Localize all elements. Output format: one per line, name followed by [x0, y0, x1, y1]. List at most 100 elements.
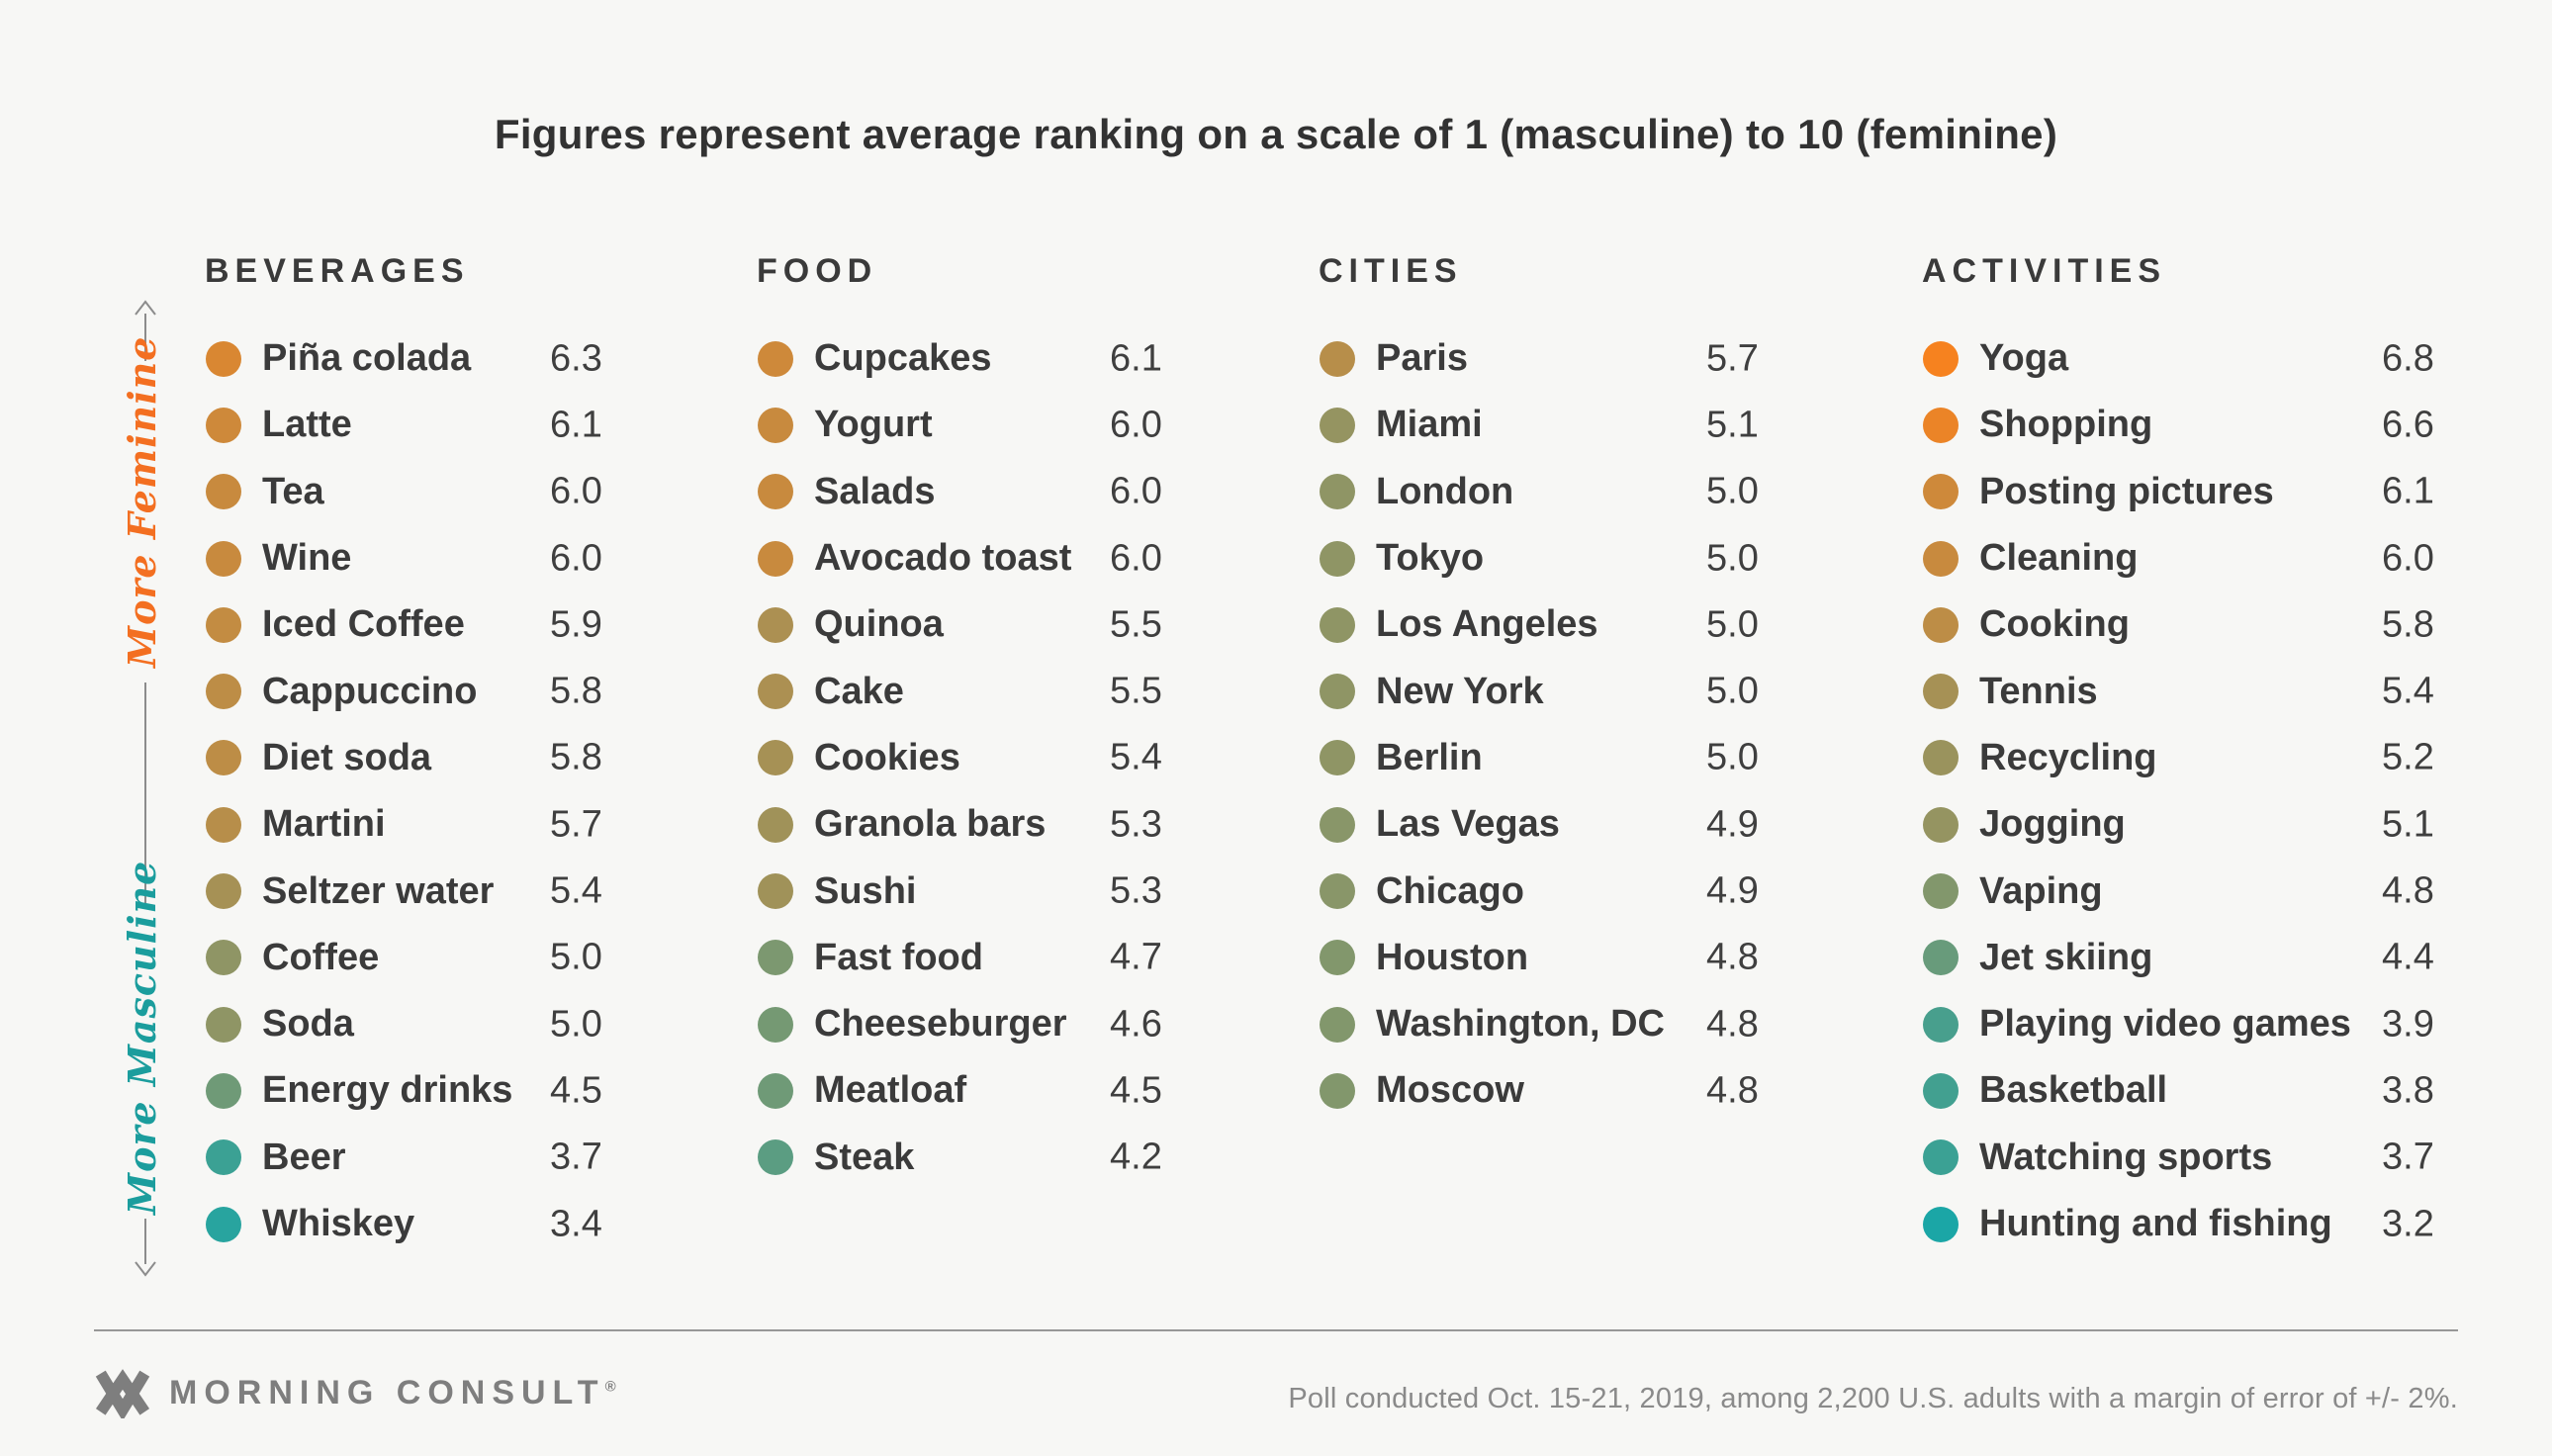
item-dot	[758, 674, 793, 710]
list-item: Granola bars 5.3	[757, 791, 1207, 858]
list-item: Tennis 5.4	[1922, 658, 2461, 724]
list-item: Cookies 5.4	[757, 725, 1207, 791]
item-label: Iced Coffee	[262, 603, 465, 646]
item-dot	[206, 407, 241, 443]
item-dot	[758, 340, 793, 377]
list-item: Cheeseburger 4.6	[757, 991, 1207, 1057]
item-value: 6.0	[2382, 537, 2434, 580]
list-item: Vaping 4.8	[1922, 858, 2461, 924]
activities-list: Yoga 6.8 Shopping 6.6 Posting pictures 6…	[1922, 325, 2461, 1257]
item-label: Cooking	[1979, 603, 2130, 646]
item-value: 5.8	[550, 736, 602, 778]
item-dot	[758, 606, 793, 643]
item-label: Basketball	[1979, 1069, 2168, 1112]
item-label: Beer	[262, 1136, 346, 1178]
item-dot	[1320, 940, 1355, 976]
item-value: 4.5	[550, 1069, 602, 1112]
list-item: Steak 4.2	[757, 1125, 1207, 1191]
list-item: Jogging 5.1	[1922, 791, 2461, 858]
item-label: Shopping	[1979, 404, 2153, 446]
item-dot	[206, 674, 241, 710]
list-item: Hunting and fishing 3.2	[1922, 1191, 2461, 1257]
item-value: 4.5	[1110, 1069, 1162, 1112]
item-label: Watching sports	[1979, 1136, 2273, 1178]
item-label: Cappuccino	[262, 670, 478, 712]
item-label: Granola bars	[814, 803, 1047, 846]
item-label: Martini	[262, 803, 386, 846]
item-value: 5.3	[1110, 803, 1162, 846]
item-value: 6.0	[550, 470, 602, 512]
item-dot	[1923, 1139, 1959, 1176]
item-label: Cupcakes	[814, 337, 992, 380]
item-dot	[206, 1139, 241, 1176]
item-value: 4.8	[1706, 1003, 1759, 1046]
list-item: Whiskey 3.4	[205, 1191, 645, 1257]
item-dot	[758, 806, 793, 843]
item-label: Fast food	[814, 936, 983, 978]
item-value: 5.3	[1110, 869, 1162, 912]
item-dot	[758, 740, 793, 776]
item-dot	[758, 1006, 793, 1043]
footer-divider	[94, 1329, 2458, 1331]
item-label: Los Angeles	[1376, 603, 1598, 646]
item-label: Salads	[814, 470, 936, 512]
list-item: Fast food 4.7	[757, 925, 1207, 991]
item-value: 6.0	[1110, 404, 1162, 446]
more-feminine-label: More Feminine	[120, 335, 164, 668]
list-item: Posting pictures 6.1	[1922, 459, 2461, 525]
list-item: Cappuccino 5.8	[205, 658, 645, 724]
item-value: 6.1	[1110, 337, 1162, 380]
item-label: Yogurt	[814, 404, 933, 446]
item-dot	[758, 474, 793, 510]
list-item: Meatloaf 4.5	[757, 1057, 1207, 1124]
item-label: Meatloaf	[814, 1069, 967, 1112]
list-item: Sushi 5.3	[757, 858, 1207, 924]
list-item: Watching sports 3.7	[1922, 1125, 2461, 1191]
item-value: 5.7	[550, 803, 602, 846]
item-label: Avocado toast	[814, 537, 1072, 580]
item-dot	[206, 606, 241, 643]
item-value: 6.8	[2382, 337, 2434, 380]
list-item: Cooking 5.8	[1922, 592, 2461, 658]
item-value: 6.0	[1110, 470, 1162, 512]
more-masculine-label: More Masculine	[120, 860, 164, 1215]
item-label: Coffee	[262, 936, 380, 978]
list-item: Martini 5.7	[205, 791, 645, 858]
item-value: 3.4	[550, 1203, 602, 1244]
item-label: Washington, DC	[1376, 1003, 1665, 1046]
item-value: 4.8	[2382, 869, 2434, 912]
item-value: 6.0	[550, 537, 602, 580]
logo-brand-text: MORNING CONSULT	[169, 1373, 605, 1411]
item-value: 6.3	[550, 337, 602, 380]
list-item: Washington, DC 4.8	[1319, 991, 1778, 1057]
list-item: Basketball 3.8	[1922, 1057, 2461, 1124]
item-dot	[1320, 806, 1355, 843]
list-item: Cupcakes 6.1	[757, 325, 1207, 392]
item-label: Playing video games	[1979, 1003, 2351, 1046]
column-header-food: FOOD	[757, 252, 878, 290]
item-label: London	[1376, 470, 1514, 512]
item-value: 4.4	[2382, 936, 2434, 978]
morning-consult-logo: MORNING CONSULT®	[94, 1367, 616, 1418]
item-dot	[1320, 674, 1355, 710]
item-dot	[758, 940, 793, 976]
list-item: Quinoa 5.5	[757, 592, 1207, 658]
item-value: 5.4	[550, 869, 602, 912]
item-value: 3.7	[550, 1136, 602, 1178]
list-item: Jet skiing 4.4	[1922, 925, 2461, 991]
item-value: 3.2	[2382, 1203, 2434, 1244]
item-value: 6.6	[2382, 404, 2434, 446]
chart-title: Figures represent average ranking on a s…	[494, 111, 2058, 157]
item-value: 4.8	[1706, 936, 1759, 978]
item-value: 5.2	[2382, 736, 2434, 778]
item-label: Recycling	[1979, 736, 2157, 778]
item-dot	[206, 740, 241, 776]
item-value: 5.0	[1706, 670, 1759, 712]
item-label: Sushi	[814, 869, 917, 912]
list-item: Beer 3.7	[205, 1125, 645, 1191]
item-dot	[758, 873, 793, 910]
item-label: Houston	[1376, 936, 1529, 978]
item-dot	[1320, 407, 1355, 443]
item-value: 5.4	[2382, 670, 2434, 712]
